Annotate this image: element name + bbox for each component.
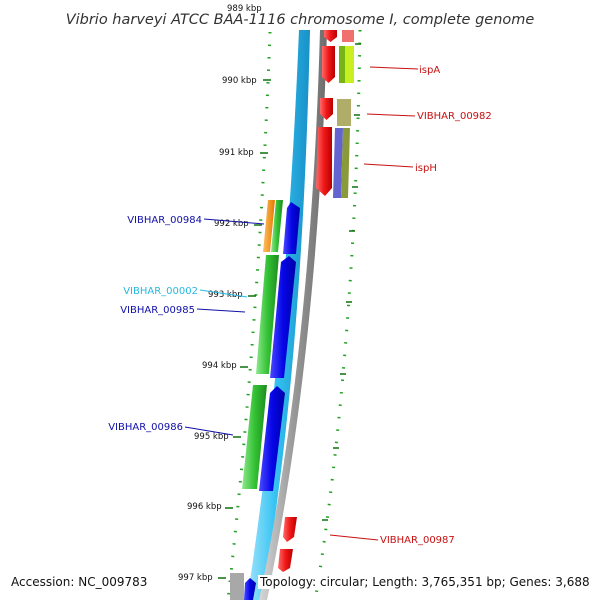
gene-label-vibhar-00982[interactable]: VIBHAR_00982 bbox=[417, 111, 492, 122]
gene-vibhar-00987[interactable] bbox=[283, 517, 297, 542]
kbp-labels: 989 kbp 990 kbp 991 kbp 992 kbp 993 kbp … bbox=[178, 4, 262, 583]
forward-genes bbox=[230, 200, 300, 600]
gene-label-vibhar-00987[interactable]: VIBHAR_00987 bbox=[380, 535, 455, 546]
gene-purple-isph[interactable] bbox=[333, 128, 343, 198]
map-title: Vibrio harveyi ATCC BAA-1116 chromosome … bbox=[66, 12, 535, 28]
gene-label-isph[interactable]: ispH bbox=[415, 163, 437, 174]
right-tick-marks bbox=[322, 43, 361, 521]
kbp-label-997: 997 kbp bbox=[178, 573, 213, 583]
gene-pink-top[interactable] bbox=[342, 30, 354, 42]
gene-olive-isph[interactable] bbox=[341, 128, 350, 198]
kbp-label-996: 996 kbp bbox=[187, 502, 222, 512]
backbone-gray-strand bbox=[259, 30, 327, 600]
gene-khaki-00982[interactable] bbox=[337, 99, 351, 126]
label-leader-lines bbox=[184, 66, 419, 541]
gene-vibhar-00982[interactable] bbox=[320, 98, 333, 120]
reverse-genes bbox=[278, 30, 354, 572]
gene-green-00985[interactable] bbox=[256, 255, 279, 374]
gene-green-00986[interactable] bbox=[242, 385, 267, 489]
gene-label-vibhar-00984[interactable]: VIBHAR_00984 bbox=[127, 215, 202, 226]
gene-blue-bottom[interactable] bbox=[244, 578, 256, 600]
kbp-label-995: 995 kbp bbox=[194, 432, 229, 442]
gene-ispa[interactable] bbox=[322, 46, 335, 83]
gene-label-vibhar-00002[interactable]: VIBHAR_00002 bbox=[123, 286, 198, 297]
kbp-label-994: 994 kbp bbox=[202, 361, 237, 371]
gene-red-top[interactable] bbox=[324, 30, 337, 42]
gene-blue-00984[interactable] bbox=[283, 202, 300, 254]
gene-label-vibhar-00985[interactable]: VIBHAR_00985 bbox=[120, 305, 195, 316]
gene-orange-00984[interactable] bbox=[263, 200, 275, 252]
gene-olive-ispa[interactable] bbox=[339, 46, 345, 83]
gene-red-bottom[interactable] bbox=[278, 549, 293, 572]
gene-green-00984[interactable] bbox=[271, 200, 283, 252]
topology-summary-text: Topology: circular; Length: 3,765,351 bp… bbox=[258, 575, 592, 589]
gene-label-ispa[interactable]: ispA bbox=[419, 65, 440, 76]
gene-blue-00985[interactable] bbox=[270, 256, 296, 378]
gene-gray-bottom[interactable] bbox=[230, 573, 244, 600]
kbp-label-989: 989 kbp bbox=[227, 4, 262, 14]
kbp-label-990: 990 kbp bbox=[222, 76, 257, 86]
backbone-blue-strand bbox=[247, 30, 310, 600]
kbp-label-993: 993 kbp bbox=[208, 290, 243, 300]
gene-labels: ispA VIBHAR_00982 ispH VIBHAR_00987 VIBH… bbox=[108, 65, 492, 546]
kbp-tick-marks bbox=[218, 79, 271, 579]
gene-blue-00986[interactable] bbox=[259, 386, 285, 491]
kbp-label-991: 991 kbp bbox=[219, 148, 254, 158]
gene-isph[interactable] bbox=[316, 127, 332, 196]
gene-lime-ispa[interactable] bbox=[345, 46, 354, 83]
kbp-label-992: 992 kbp bbox=[214, 219, 249, 229]
gene-label-vibhar-00986[interactable]: VIBHAR_00986 bbox=[108, 422, 183, 433]
accession-text: Accession: NC_009783 bbox=[9, 575, 150, 589]
